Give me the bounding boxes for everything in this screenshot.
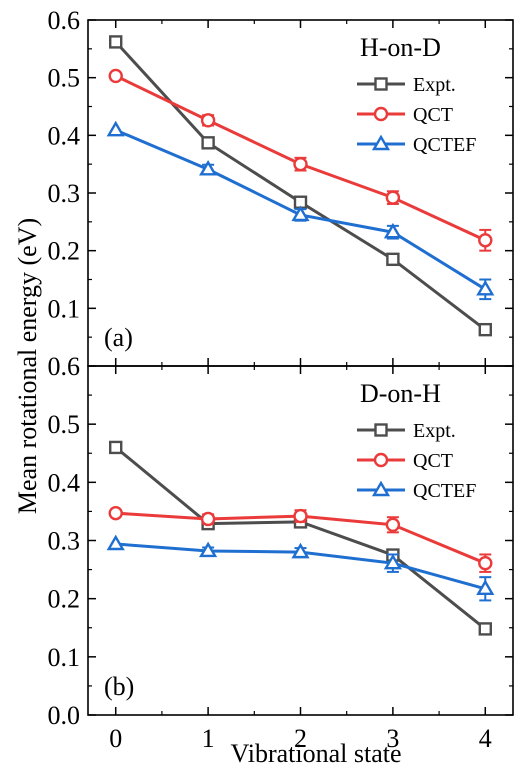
x-tick-label: 0 [109,724,122,753]
panel-title-a: H-on-D [360,33,441,62]
legend-marker-qctef-b [371,480,391,497]
legend-marker-expt-b [374,423,388,437]
data-point-qctef-a [291,205,310,222]
y-tick-label-b: 0.4 [48,468,81,497]
data-point-qctef-a [383,222,402,239]
y-tick-label-b: 0.3 [48,527,81,556]
data-point-qctef-a [476,279,495,296]
legend-label-qctef-a: QCTEF [413,134,476,156]
legend-marker-qctef-a [371,134,391,151]
data-point-qctef-b [199,541,218,558]
y-tick-label-b: 0.1 [48,643,81,672]
plot-frame-b [87,365,514,716]
x-axis-title: Vibrational state [231,739,402,768]
y-tick-label-a: 0.1 [48,294,81,323]
y-tick-label-b: 0.0 [48,701,81,730]
x-tick-label: 2 [294,724,307,753]
data-point-expt-a [386,252,400,267]
data-point-qct-a [200,113,216,128]
data-point-qct-b [385,517,401,532]
y-tick-label-a: 0.5 [48,64,81,93]
data-point-qct-b [478,555,493,571]
panel-label-b: (b) [104,672,134,701]
x-tick-label: 1 [202,724,215,753]
legend-marker-qct-a [373,106,389,122]
data-point-qctef-b [291,542,310,559]
x-tick-label: 3 [386,724,399,753]
data-point-qct-a [385,190,401,205]
plot-frame-a [87,19,514,367]
data-point-expt-a [109,35,123,49]
y-tick-label-b: 0.5 [48,410,81,439]
y-axis-title: Mean rotational energy (eV) [13,218,42,514]
data-point-expt-b [478,622,492,636]
data-point-qct-a [293,156,308,172]
data-point-qctef-b [476,579,495,595]
data-point-qct-b [293,508,308,524]
y-tick-label-b: 0.2 [48,585,81,614]
y-tick-label-a: 0.4 [48,121,81,150]
legend-label-expt-b: Expt. [413,420,456,442]
x-tick-label: 4 [479,724,492,753]
legend-label-expt-a: Expt. [413,74,456,96]
data-point-expt-a [201,136,215,150]
data-point-qct-b [108,505,123,521]
data-point-qct-b [200,511,216,527]
legend-label-qctef-b: QCTEF [413,480,476,502]
data-point-qctef-b [383,553,402,570]
legend-marker-qct-b [373,452,389,468]
y-tick-label-a: 0.3 [48,179,81,208]
legend-label-qct-a: QCT [413,104,453,126]
panel-b: 0.0 0.1 0.2 0.3 0.4 0.5 0.6 0 1 2 3 4 D-on-H Expt. QCT… [48,352,514,753]
y-tick-label-a: 0.6 [48,6,81,35]
legend-label-qct-b: QCT [413,450,453,472]
data-point-qct-a [478,233,493,248]
series-line-expt-b [114,446,487,631]
y-tick-label-a: 0.2 [48,237,81,266]
data-point-qct-a [108,68,123,84]
data-point-qctef-a [106,120,125,137]
data-point-expt-b [109,440,123,455]
data-point-qctef-a [199,159,218,176]
panel-a: 0.1 0.2 0.3 0.4 0.5 0.6 H-on-D Expt. QCT QCTEF (a) [48,6,514,367]
legend-marker-expt-a [374,77,388,91]
data-point-expt-a [478,322,492,337]
y-tick-label-b: 0.6 [48,352,81,381]
panel-title-b: D-on-H [360,379,441,408]
data-point-qctef-b [106,534,125,551]
panel-label-a: (a) [104,323,133,352]
